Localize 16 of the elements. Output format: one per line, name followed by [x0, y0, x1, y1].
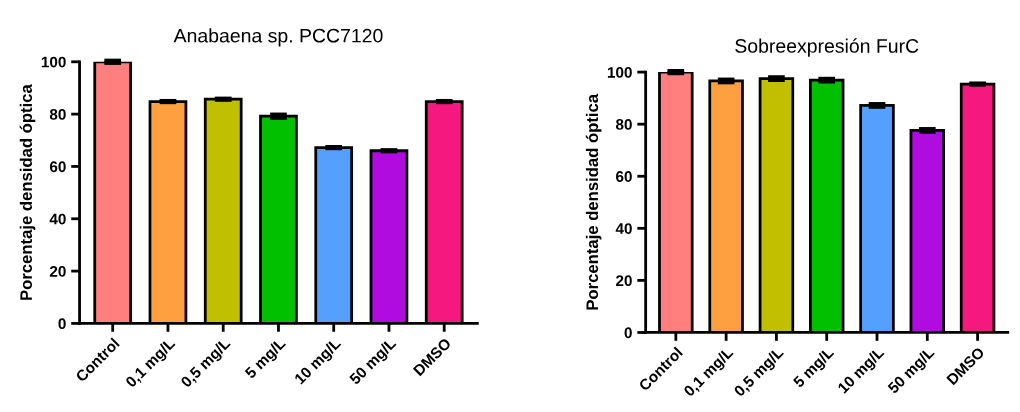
- y-tick-label: 80: [49, 108, 66, 120]
- y-tick-label: 60: [616, 171, 632, 182]
- y-axis-title: Porcentaje densidad óptica: [585, 93, 602, 310]
- y-tick-label: 100: [41, 56, 66, 68]
- y-tick-label: 60: [49, 161, 66, 173]
- y-tick-label: 20: [616, 275, 632, 287]
- chart-title: Sobreexpresión FurC: [735, 38, 919, 57]
- y-axis-title: Porcentaje densidad óptica: [19, 84, 36, 300]
- y-tick-label: 40: [615, 223, 632, 235]
- y-tick-label: 20: [49, 265, 66, 277]
- y-tick-label: 40: [49, 213, 66, 225]
- y-tick-label: 0: [624, 327, 632, 339]
- y-tick-label: 100: [607, 66, 632, 78]
- y-tick-label: 0: [58, 318, 66, 330]
- chart-title: Anabaena sp. PCC7120: [173, 28, 383, 47]
- y-tick-label: 80: [615, 119, 632, 130]
